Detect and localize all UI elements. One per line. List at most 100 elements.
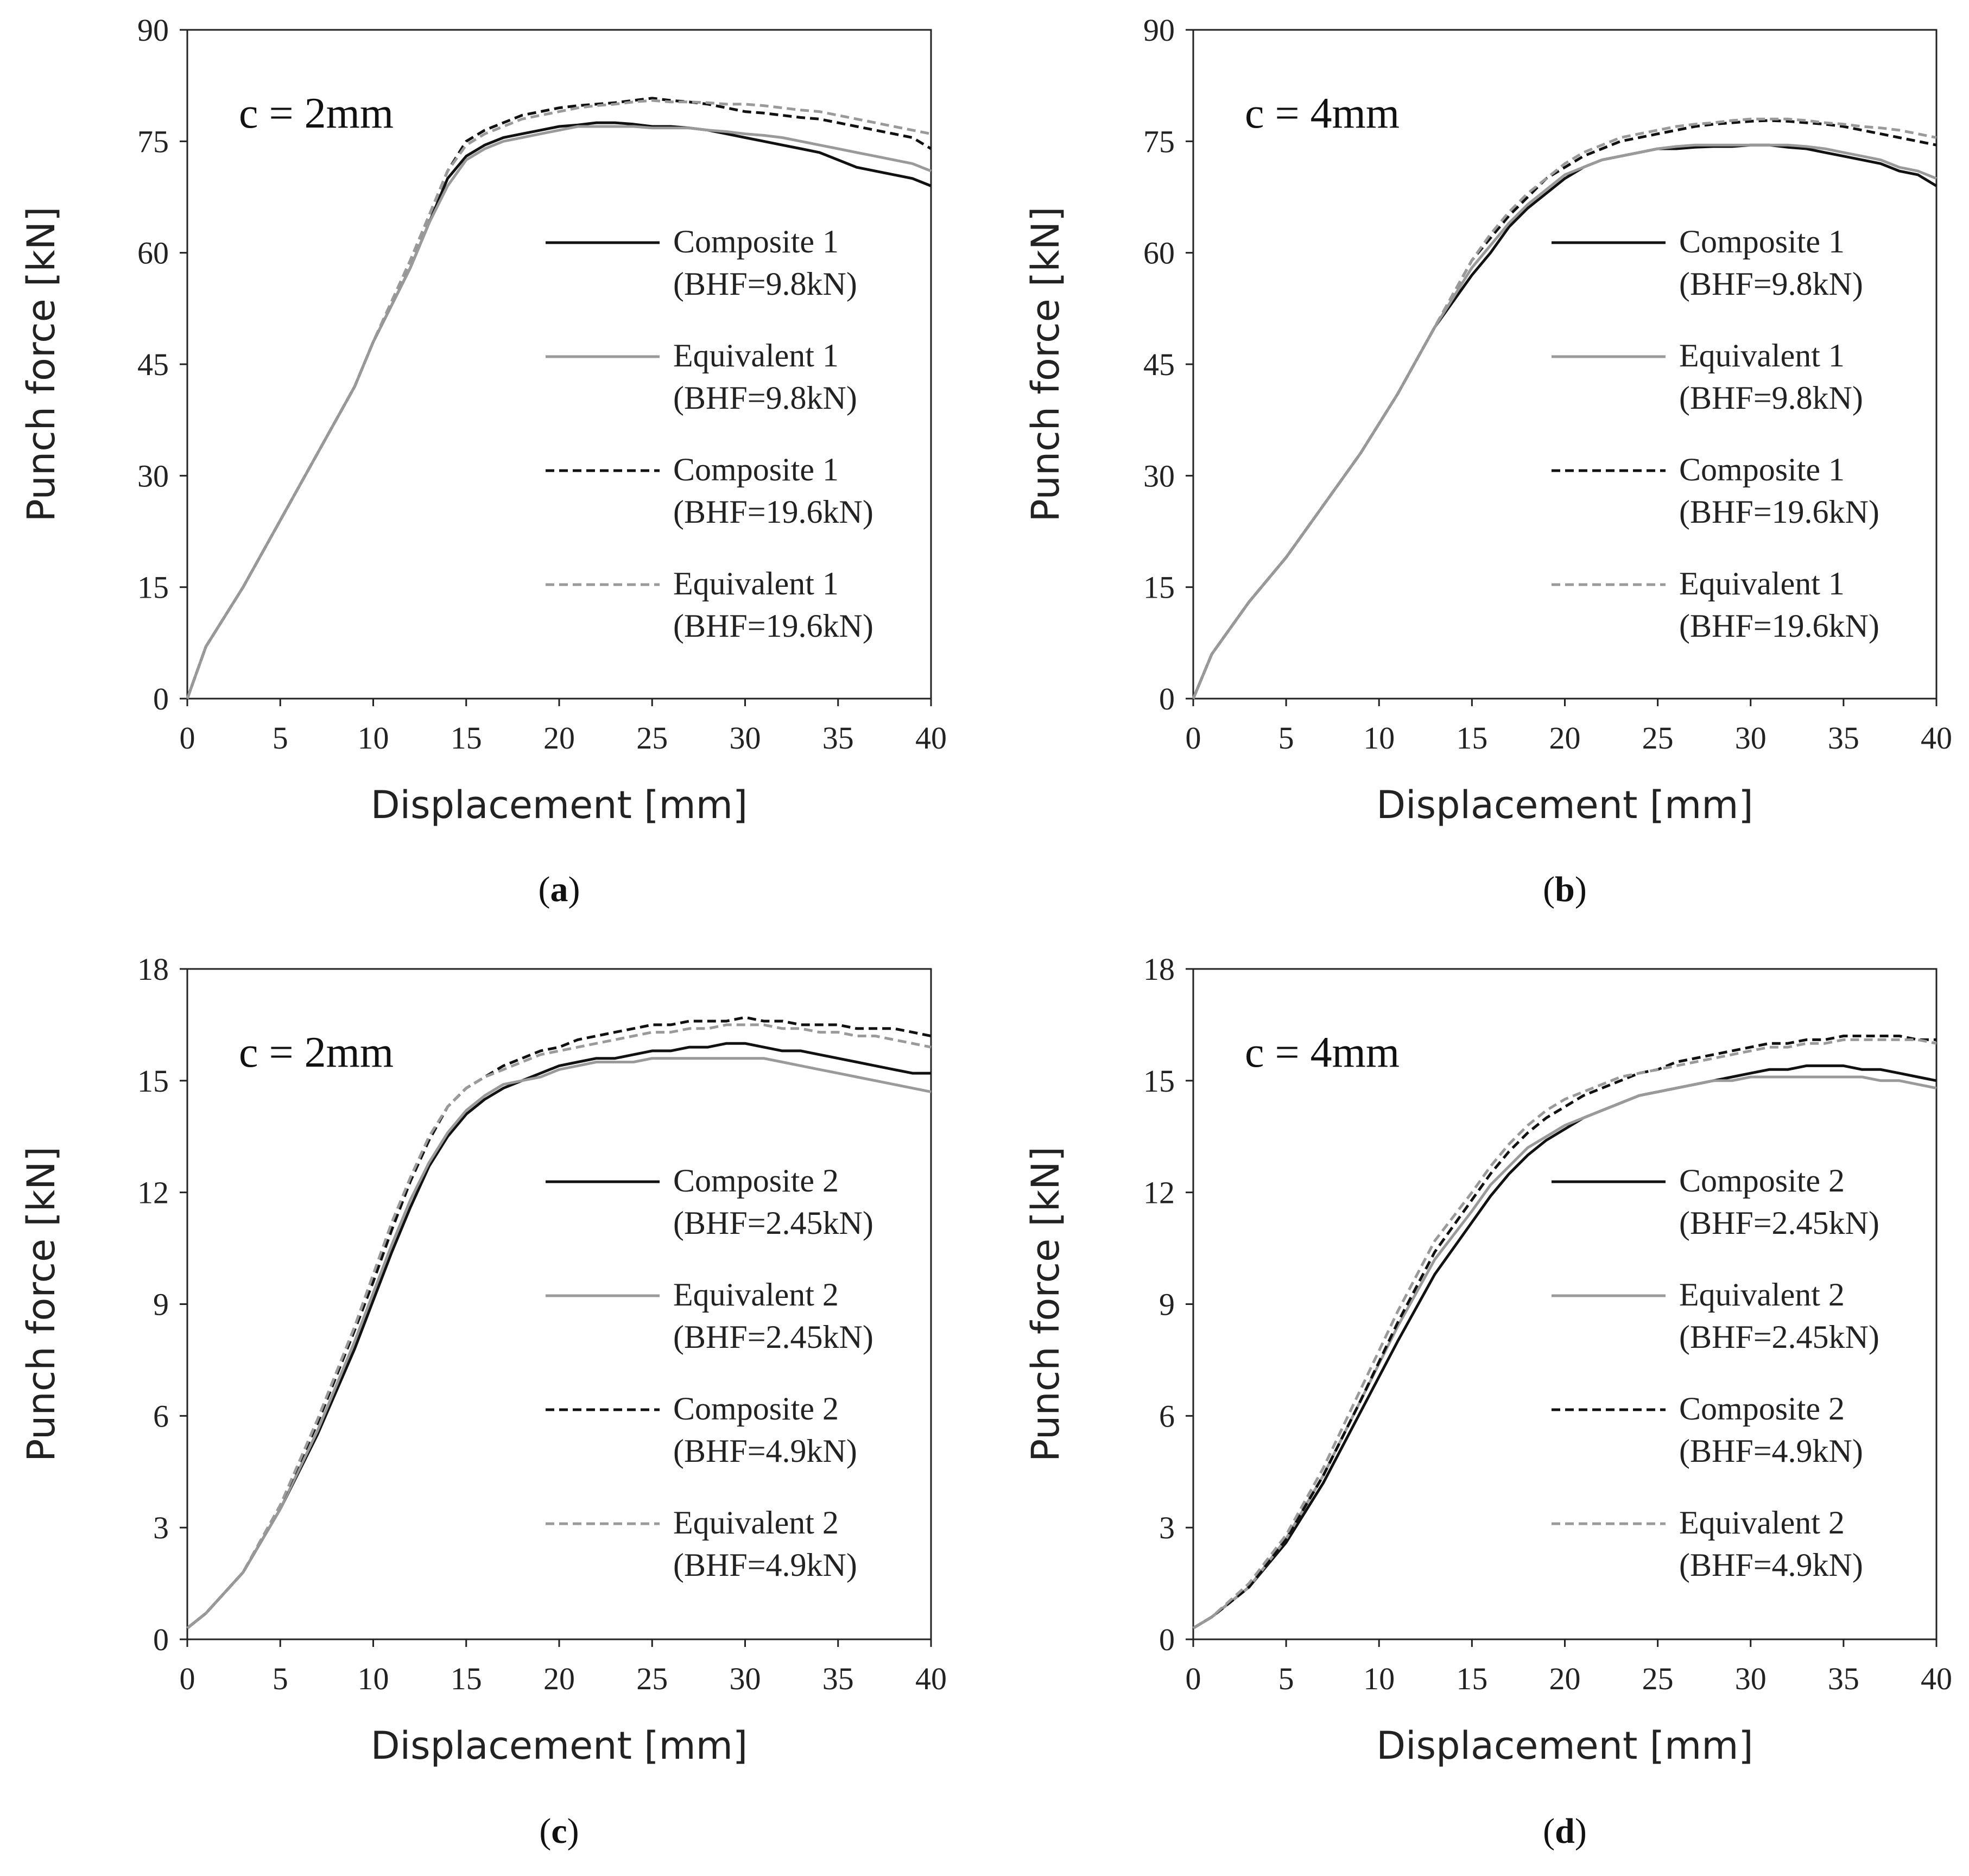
caption-open: ( (1543, 1811, 1555, 1851)
panel-a: 0 5 10 15 20 25 30 35 40 0 15 30 45 60 75 90 Displacemen… (19, 12, 947, 909)
x-axis-label: Displacement [mm] (371, 1723, 748, 1768)
y-tick-label: 0 (153, 681, 169, 717)
x-tick-label: 25 (1642, 720, 1674, 756)
y-axis-label: Punch force [kN] (1023, 1146, 1068, 1462)
x-tick-label: 15 (451, 720, 482, 756)
legend-condition: (BHF=2.45kN) (673, 1205, 873, 1241)
series-line-3 (186, 97, 932, 699)
y-tick-label: 0 (153, 1622, 169, 1657)
y-tick-label: 75 (1143, 124, 1175, 159)
panel-caption: (a) (539, 870, 580, 909)
caption-letter: d (1555, 1811, 1575, 1851)
x-axis-label: Displacement [mm] (371, 783, 748, 827)
legend-label: Composite 2 (1679, 1163, 1845, 1199)
y-tick-label: 90 (1143, 12, 1175, 48)
legend-condition: (BHF=9.8kN) (1679, 380, 1863, 416)
legend-label: Composite 1 (1679, 224, 1845, 259)
y-tick-label: 45 (137, 347, 169, 382)
legend-condition: (BHF=4.9kN) (1679, 1547, 1863, 1583)
x-tick-label: 10 (1363, 720, 1395, 756)
legend-condition: (BHF=4.9kN) (673, 1547, 857, 1583)
x-tick-label: 20 (543, 1661, 575, 1696)
legend-label: Equivalent 2 (1679, 1505, 1845, 1541)
x-tick-label: 25 (1642, 1661, 1674, 1696)
panel-caption: (c) (539, 1811, 579, 1851)
y-tick-label: 12 (137, 1175, 169, 1210)
y-tick-label: 3 (153, 1510, 169, 1545)
y-tick-label: 15 (137, 570, 169, 605)
x-tick-label: 30 (730, 720, 761, 756)
caption-open: ( (539, 1811, 551, 1851)
y-tick-label: 15 (1143, 1063, 1175, 1099)
y-tick-label: 30 (1143, 458, 1175, 493)
y-tick-label: 6 (153, 1398, 169, 1434)
legend-label: Composite 2 (673, 1391, 839, 1427)
y-tick-label: 18 (137, 952, 169, 987)
x-tick-label: 5 (273, 720, 288, 756)
legend-label: Composite 1 (673, 224, 839, 259)
series-line-2 (186, 125, 932, 699)
y-tick-label: 15 (1143, 570, 1175, 605)
y-tick-label: 45 (1143, 347, 1175, 382)
y-axis-label: Punch force [kN] (1023, 207, 1068, 522)
x-tick-label: 30 (730, 1661, 761, 1696)
annotation: c = 4mm (1245, 1029, 1400, 1076)
annotation: c = 4mm (1245, 90, 1400, 137)
series-line-4 (1192, 117, 1937, 699)
series-line-4 (186, 99, 932, 699)
caption-close: ) (568, 870, 580, 909)
legend-label: Equivalent 1 (673, 338, 839, 373)
x-tick-label: 25 (636, 1661, 668, 1696)
y-tick-label: 12 (1143, 1175, 1175, 1210)
caption-letter: c (551, 1811, 567, 1851)
y-tick-label: 30 (137, 458, 169, 493)
series-line-3 (1192, 1035, 1936, 1630)
x-tick-label: 0 (1186, 1661, 1201, 1696)
legend-condition: (BHF=2.45kN) (1679, 1205, 1879, 1241)
x-axis-label: Displacement [mm] (1376, 1723, 1753, 1768)
x-tick-label: 5 (1278, 720, 1294, 756)
panel-b: 0 5 10 15 20 25 30 35 40 0 15 30 45 60 75 90 Displacemen… (1023, 12, 1952, 909)
x-tick-label: 20 (543, 720, 575, 756)
legend-condition: (BHF=2.45kN) (1679, 1319, 1879, 1355)
y-tick-label: 60 (1143, 236, 1175, 271)
y-tick-label: 90 (137, 12, 169, 48)
x-tick-label: 10 (358, 1661, 389, 1696)
x-tick-label: 20 (1549, 720, 1581, 756)
legend-condition: (BHF=4.9kN) (1679, 1433, 1863, 1469)
x-tick-label: 25 (636, 720, 668, 756)
caption-open: ( (539, 870, 550, 909)
legend-label: Composite 1 (673, 452, 839, 487)
x-tick-label: 30 (1735, 720, 1767, 756)
legend-condition: (BHF=9.8kN) (1679, 266, 1863, 302)
legend-label: Equivalent 2 (673, 1505, 839, 1541)
x-tick-label: 0 (180, 720, 195, 756)
x-tick-label: 30 (1735, 1661, 1767, 1696)
x-tick-label: 35 (822, 720, 854, 756)
series-line-4 (186, 1023, 932, 1630)
x-tick-label: 40 (1921, 1661, 1952, 1696)
y-tick-label: 9 (1159, 1287, 1175, 1322)
legend-condition: (BHF=2.45kN) (673, 1319, 873, 1355)
y-axis-label: Punch force [kN] (19, 207, 64, 522)
legend-label: Equivalent 1 (673, 566, 839, 601)
caption-letter: a (550, 870, 568, 909)
panel-caption: (d) (1543, 1811, 1587, 1851)
x-tick-label: 40 (915, 720, 947, 756)
y-tick-label: 0 (1159, 1622, 1175, 1657)
panel-d: 0 5 10 15 20 25 30 35 40 0 3 6 9 12 15 18 Displacement [… (1023, 952, 1952, 1851)
legend-condition: (BHF=19.6kN) (1679, 608, 1879, 644)
caption-letter: b (1555, 870, 1575, 909)
y-tick-label: 60 (137, 236, 169, 271)
x-tick-label: 35 (1828, 1661, 1859, 1696)
legend-label: Composite 2 (1679, 1391, 1845, 1427)
y-tick-label: 18 (1143, 952, 1175, 987)
caption-open: ( (1543, 870, 1555, 909)
x-tick-label: 35 (1828, 720, 1859, 756)
x-tick-label: 0 (1186, 720, 1201, 756)
x-tick-label: 35 (822, 1661, 854, 1696)
x-tick-label: 0 (180, 1661, 195, 1696)
x-tick-label: 15 (451, 1661, 482, 1696)
x-tick-label: 5 (1278, 1661, 1294, 1696)
